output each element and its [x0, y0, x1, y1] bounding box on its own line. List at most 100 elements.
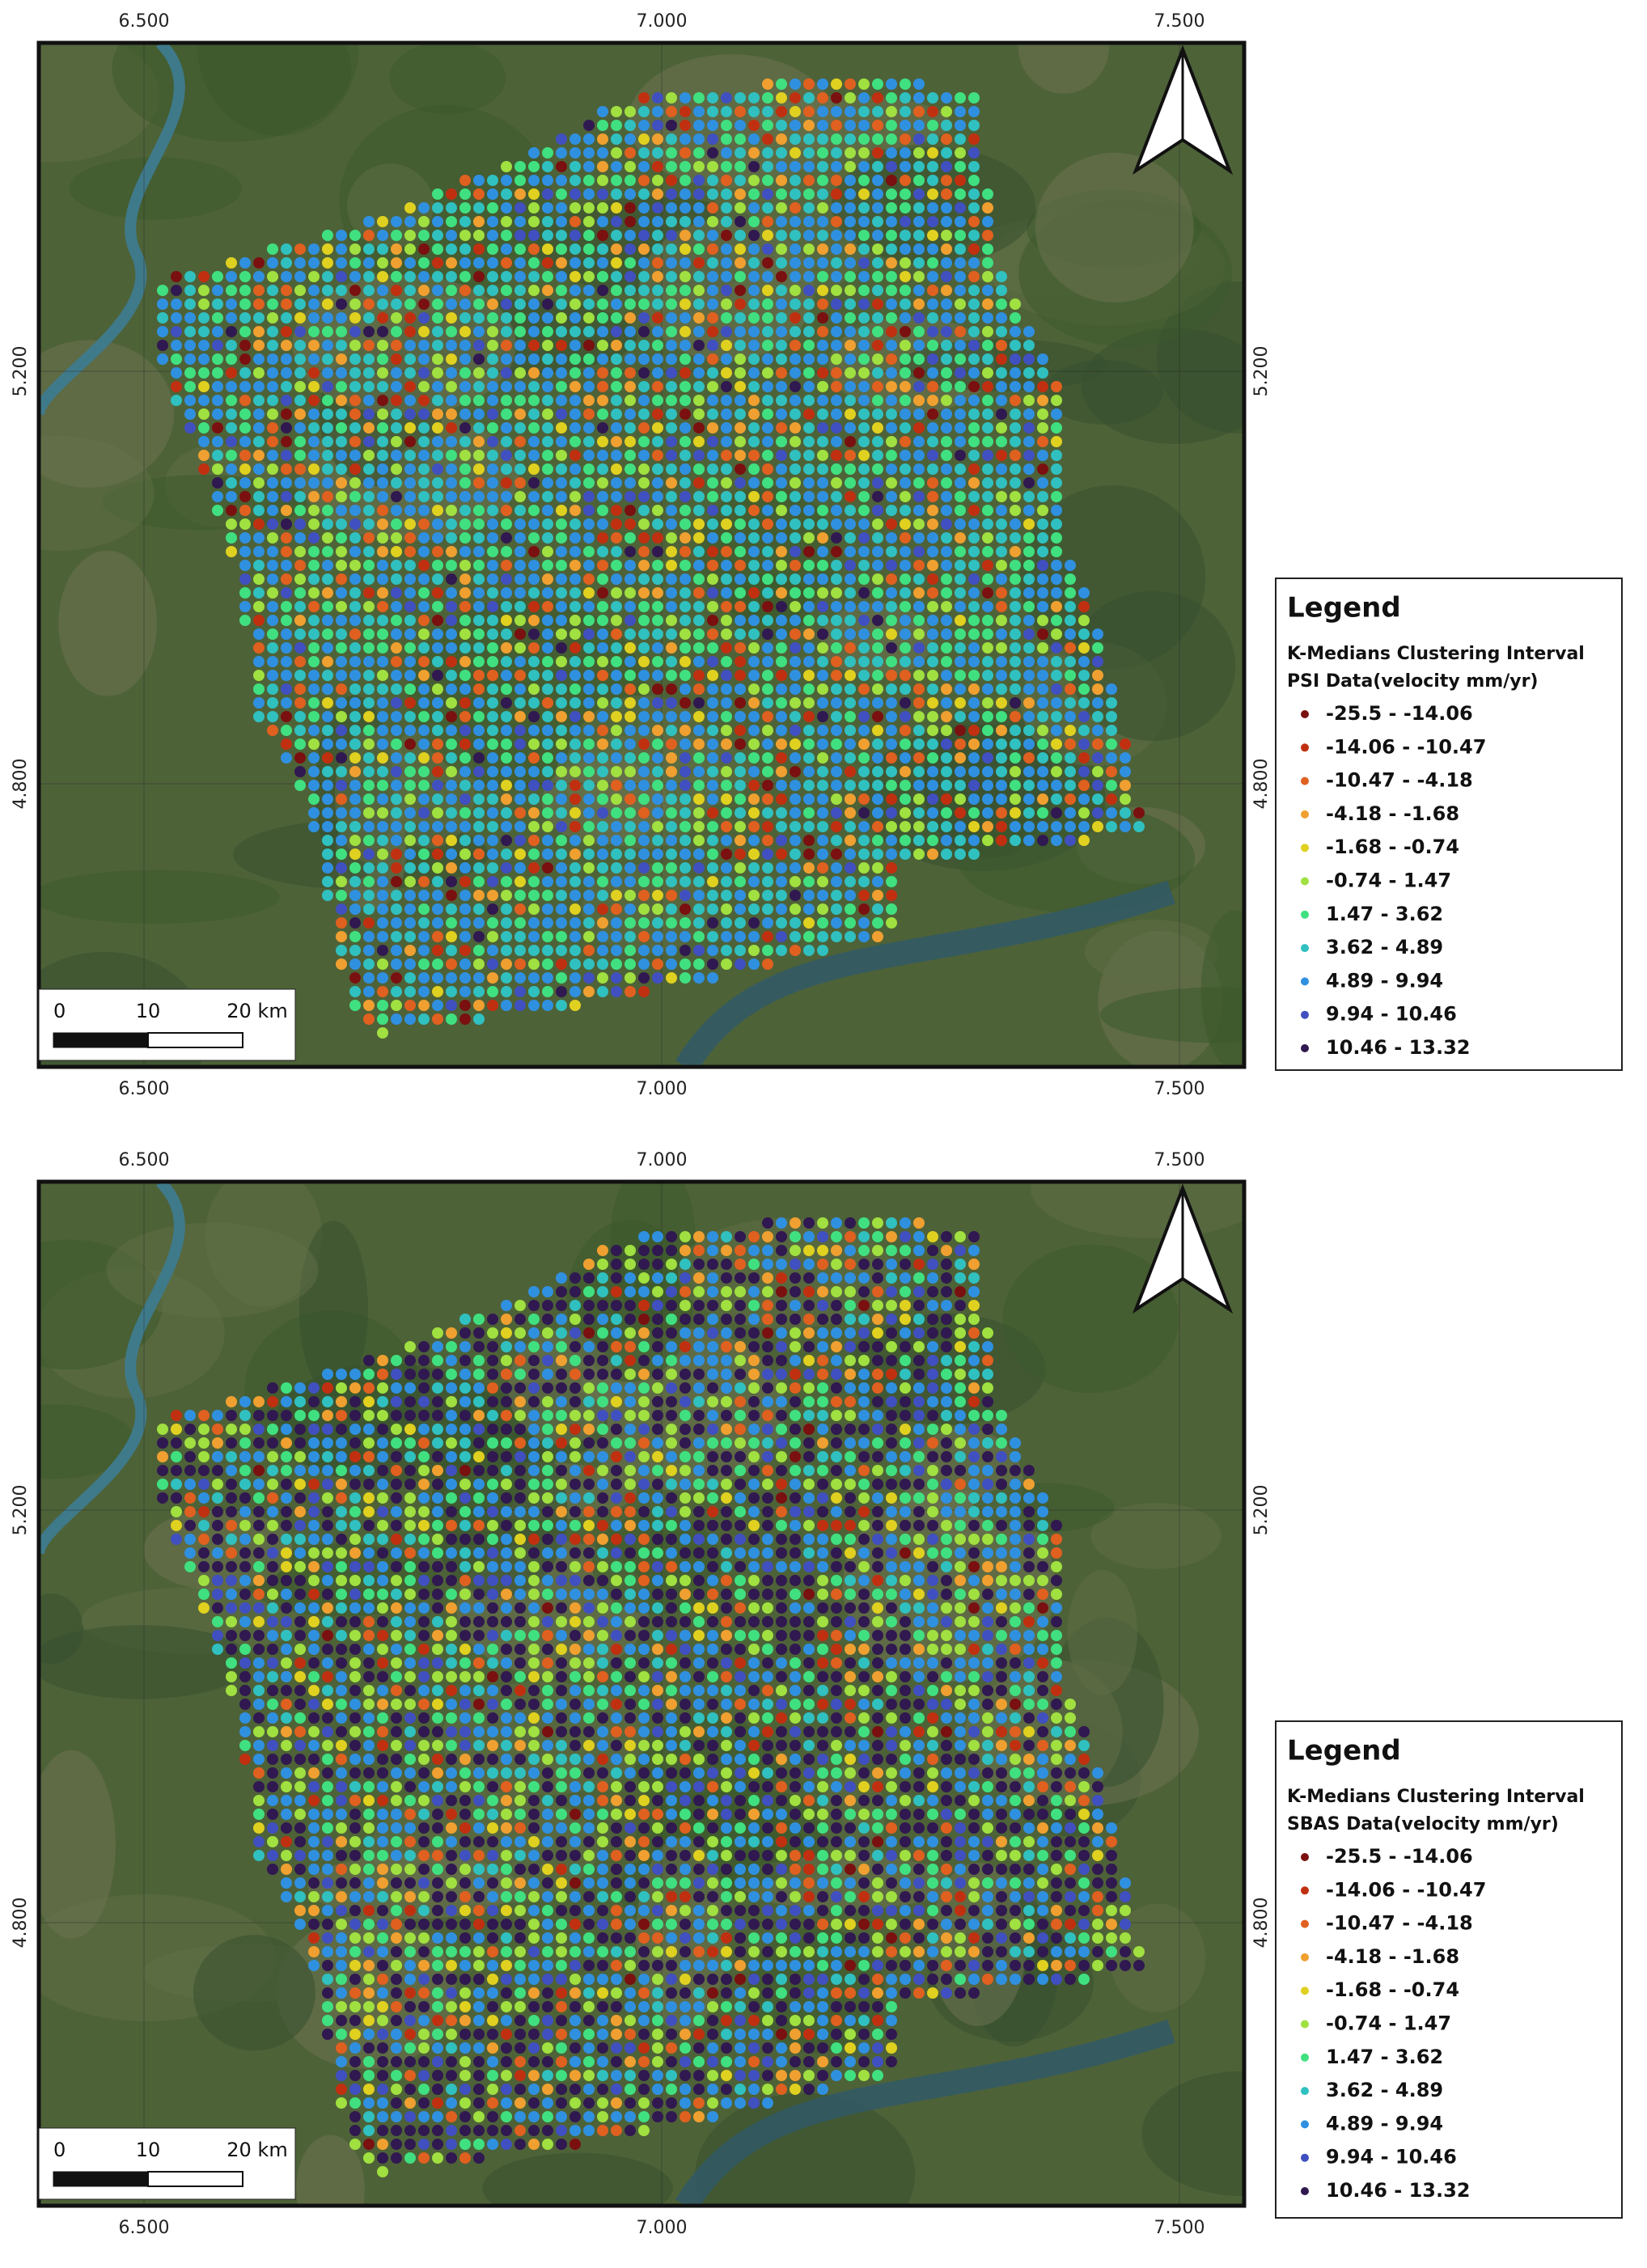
point — [927, 587, 938, 599]
point — [900, 477, 911, 489]
point — [955, 1534, 966, 1545]
point — [996, 1506, 1007, 1517]
point — [391, 1424, 402, 1435]
point — [707, 120, 718, 131]
point — [941, 312, 952, 324]
point — [267, 587, 278, 599]
point — [996, 381, 1007, 392]
point — [597, 1369, 608, 1380]
point — [597, 1437, 608, 1449]
point — [212, 408, 223, 420]
point — [927, 1410, 938, 1421]
point — [831, 285, 842, 296]
point — [913, 560, 925, 571]
point — [418, 793, 430, 805]
point — [748, 202, 760, 214]
point — [666, 1327, 677, 1339]
point — [776, 353, 787, 365]
point — [872, 1382, 883, 1394]
point — [831, 450, 842, 461]
point — [267, 491, 278, 502]
point — [253, 491, 265, 502]
x-tick-label: 7.500 — [1154, 11, 1205, 32]
point — [955, 353, 966, 365]
point — [817, 340, 828, 351]
point — [404, 532, 416, 544]
point — [762, 573, 773, 585]
point — [652, 1534, 663, 1545]
point — [652, 738, 663, 750]
point — [748, 147, 760, 159]
point — [707, 463, 718, 475]
point — [514, 1300, 526, 1311]
point — [927, 120, 938, 131]
point — [446, 917, 457, 929]
point — [432, 1355, 443, 1366]
point — [831, 298, 842, 310]
point — [1051, 642, 1062, 654]
point — [735, 161, 746, 172]
point — [432, 477, 443, 489]
point — [377, 725, 388, 736]
point — [831, 656, 842, 667]
point — [680, 381, 691, 392]
point — [487, 436, 498, 447]
point — [611, 477, 622, 489]
point — [652, 835, 663, 846]
point — [336, 381, 347, 392]
point — [391, 862, 402, 874]
point — [253, 312, 265, 324]
point — [886, 161, 897, 172]
point — [349, 835, 361, 846]
point — [432, 1369, 443, 1380]
point — [391, 1369, 402, 1380]
point — [762, 92, 773, 104]
point — [735, 945, 746, 956]
point — [239, 326, 251, 337]
point — [735, 738, 746, 750]
point — [638, 1451, 650, 1462]
point — [597, 1300, 608, 1311]
point — [239, 1479, 251, 1490]
point — [625, 395, 636, 406]
point — [996, 1520, 1007, 1531]
point — [638, 1314, 650, 1325]
point — [803, 807, 815, 819]
point — [377, 1013, 388, 1025]
point — [638, 683, 650, 695]
point — [611, 133, 622, 145]
point — [597, 711, 608, 722]
point — [459, 738, 471, 750]
point — [803, 436, 815, 447]
point — [281, 1396, 292, 1407]
point — [363, 312, 375, 324]
point — [886, 1479, 897, 1490]
point — [625, 738, 636, 750]
point — [528, 161, 540, 172]
point — [625, 477, 636, 489]
point — [253, 628, 265, 640]
point — [1023, 1465, 1035, 1476]
point — [418, 395, 430, 406]
point — [652, 601, 663, 612]
point — [955, 271, 966, 282]
point — [721, 230, 732, 241]
point — [528, 807, 540, 819]
point — [501, 670, 512, 681]
point — [597, 1479, 608, 1490]
point — [363, 1396, 375, 1407]
point — [542, 463, 553, 475]
point — [459, 491, 471, 502]
point — [171, 298, 182, 310]
point — [666, 436, 677, 447]
point — [294, 463, 306, 475]
point — [583, 793, 595, 805]
point — [982, 188, 993, 200]
point — [886, 353, 897, 365]
point — [212, 436, 223, 447]
point — [748, 945, 760, 956]
point — [583, 835, 595, 846]
point — [666, 793, 677, 805]
point — [707, 876, 718, 887]
point — [625, 986, 636, 997]
